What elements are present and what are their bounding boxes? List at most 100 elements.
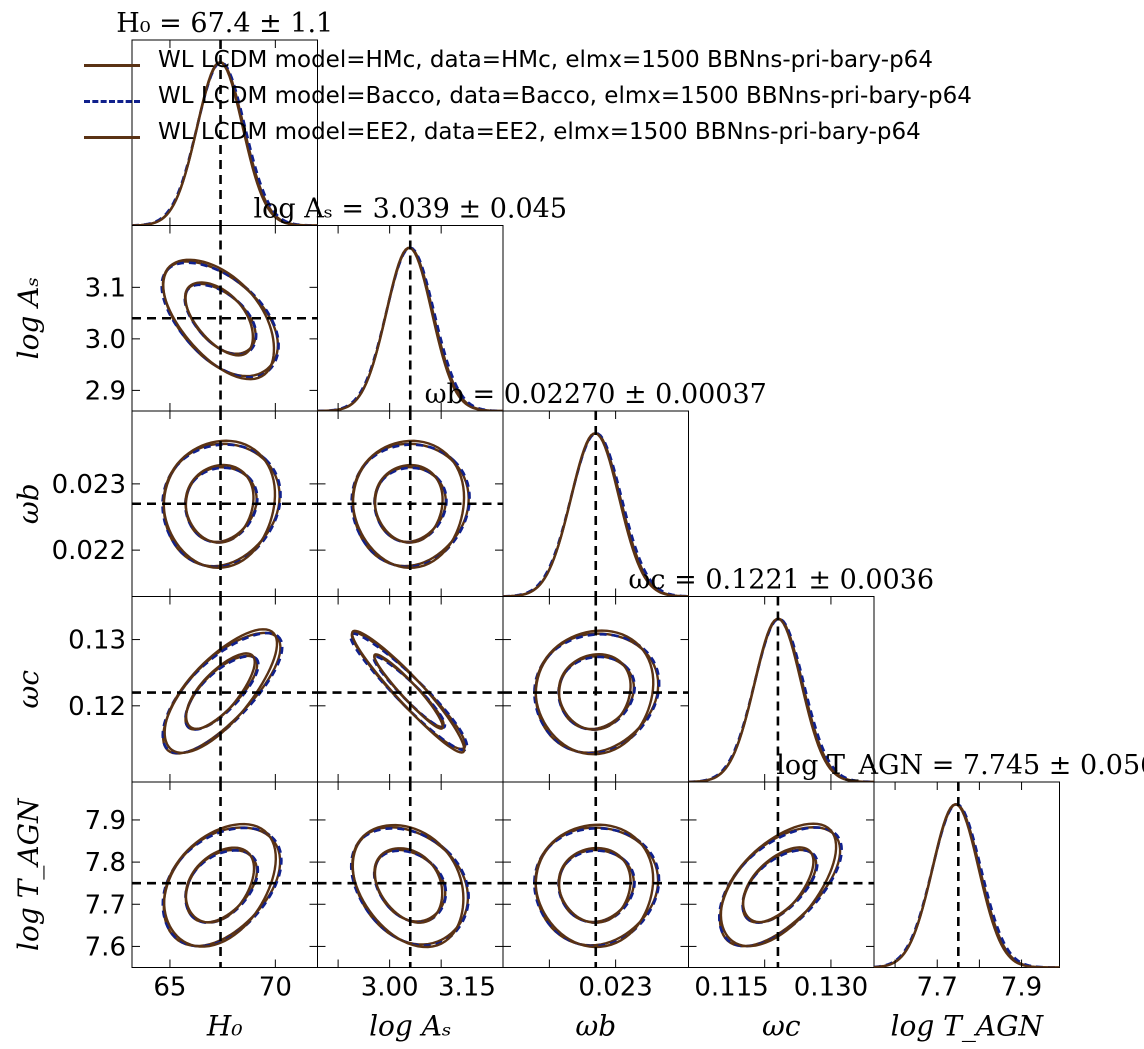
contour-68-series-1	[557, 655, 636, 731]
title-logTAGN: log T_AGN = 7.745 ± 0.056	[776, 750, 1144, 781]
contour-68-series-2	[373, 463, 444, 544]
legend-item-ee2: WL LCDM model=EE2, data=EE2, elmx=1500 B…	[84, 114, 972, 150]
marginal-curve-1	[688, 617, 874, 782]
y-tick-label-logTAGN: 7.7	[85, 890, 126, 920]
y-tick-label-omegab: 0.023	[52, 470, 126, 500]
marginal-curve-1	[874, 803, 1060, 968]
panel-omegab-logTAGN	[502, 781, 689, 968]
contour-95-series-2	[351, 823, 465, 949]
panel-logAs-logTAGN	[317, 781, 504, 968]
contour-68-series-2	[184, 846, 256, 924]
panel-omegab	[502, 410, 689, 597]
contour-95-series-1	[161, 443, 282, 569]
contour-95-series-1	[161, 631, 284, 755]
y-axis-label-logAs: log Aₛ	[12, 277, 45, 359]
legend-item-hmc: WL LCDM model=HMc, data=HMc, elmx=1500 B…	[84, 42, 972, 78]
x-tick-label-logAs: 3.15	[438, 973, 496, 1003]
contour-68-series-2	[373, 847, 444, 924]
y-tick-label-omegac: 0.13	[68, 626, 126, 656]
contour-68-series-2	[557, 846, 632, 924]
x-tick-label-H0: 70	[259, 973, 292, 1003]
x-axis-label-omegac: ωc	[762, 1010, 801, 1043]
marginal-curve-2	[874, 803, 1060, 968]
y-tick-label-logTAGN: 7.6	[85, 932, 126, 962]
x-tick-label-logTAGN: 7.9	[1001, 973, 1042, 1003]
contour-95-series-2	[163, 628, 279, 754]
contour-95-series-1	[160, 261, 280, 379]
x-tick-label-logAs: 3.00	[361, 973, 419, 1003]
contour-68-series-2	[557, 652, 632, 731]
panels-layer	[131, 39, 1060, 968]
contour-68-series-1	[184, 849, 260, 925]
contour-68-series-2	[741, 846, 815, 924]
panel-logAs-omegab	[317, 410, 504, 597]
contour-95-series-2	[350, 629, 466, 754]
contour-95-series-1	[349, 632, 469, 752]
panel-omegab-omegac	[502, 596, 689, 783]
legend-line-ee2	[84, 135, 140, 139]
x-axis-label-logAs: log Aₛ	[369, 1010, 451, 1043]
title-omegac: ωc = 0.1221 ± 0.0036	[628, 565, 934, 596]
y-axis-label-omegab: ωb	[12, 483, 45, 524]
contour-95-series-1	[349, 827, 470, 947]
legend-line-hmc	[84, 63, 140, 67]
contour-68-series-1	[557, 849, 636, 924]
contour-95-series-1	[350, 443, 471, 569]
x-tick-label-omegac: 0.130	[794, 973, 868, 1003]
contour-95-series-0	[350, 631, 467, 751]
x-axis-label-logTAGN: log T_AGN	[891, 1010, 1045, 1043]
y-tick-label-omegab: 0.022	[52, 536, 126, 566]
legend-item-bacco: WL LCDM model=Bacco, data=Bacco, elmx=15…	[84, 78, 972, 114]
panel-H0-logTAGN	[131, 781, 318, 968]
panel-H0-logAs	[131, 225, 318, 412]
contour-68-series-2	[373, 653, 444, 730]
legend-label-hmc: WL LCDM model=HMc, data=HMc, elmx=1500 B…	[158, 47, 933, 73]
contour-95-series-2	[162, 822, 278, 948]
title-logAs: log Aₛ = 3.039 ± 0.045	[253, 194, 567, 225]
x-tick-label-H0: 65	[153, 973, 186, 1003]
panel-frame	[688, 781, 875, 968]
contour-68-series-2	[184, 463, 255, 544]
contour-68-series-2	[183, 281, 255, 357]
panel-omegac	[688, 596, 875, 783]
contour-95-series-2	[351, 439, 466, 570]
contour-95-series-1	[533, 633, 661, 755]
marginal-curve-2	[132, 60, 318, 226]
panel-omegac-logTAGN	[688, 781, 875, 968]
contour-95-series-2	[161, 258, 276, 381]
title-omegab: ωb = 0.02270 ± 0.00037	[425, 379, 767, 410]
marginal-curve-1	[503, 431, 689, 597]
x-axis-label-omegab: ωb	[575, 1010, 616, 1043]
marginal-curve-2	[688, 617, 874, 782]
contour-95-series-1	[533, 827, 661, 948]
y-tick-label-logAs: 3.0	[85, 325, 126, 355]
legend-line-bacco	[84, 99, 140, 103]
panel-H0-omegab	[131, 410, 318, 597]
contour-95-series-2	[162, 439, 277, 570]
title-H0: H₀ = 67.4 ± 1.1	[116, 8, 333, 39]
panel-frame	[131, 596, 318, 783]
y-tick-label-omegac: 0.12	[68, 692, 126, 722]
contour-95-series-1	[717, 826, 844, 948]
contour-68-series-1	[741, 848, 819, 924]
panel-H0-omegac	[131, 596, 318, 783]
contour-95-series-2	[534, 823, 655, 949]
legend-label-bacco: WL LCDM model=Bacco, data=Bacco, elmx=15…	[158, 83, 972, 109]
y-tick-label-logAs: 2.9	[85, 376, 126, 406]
contour-68-series-1	[373, 466, 448, 544]
panel-logAs-omegac	[317, 596, 504, 783]
x-tick-label-logTAGN: 7.7	[917, 973, 958, 1003]
y-tick-label-logTAGN: 7.8	[85, 848, 126, 878]
contour-95-series-0	[162, 826, 282, 948]
titles-layer: H₀ = 67.4 ± 1.1 log Aₛ = 3.039 ± 0.045 ωb …	[116, 8, 1144, 781]
panel-frame	[873, 781, 1060, 968]
y-tick-label-logTAGN: 7.9	[85, 806, 126, 836]
contour-68-series-2	[184, 652, 256, 730]
legend-label-ee2: WL LCDM model=EE2, data=EE2, elmx=1500 B…	[158, 119, 921, 145]
contour-68-series-1	[184, 654, 260, 731]
legend: WL LCDM model=HMc, data=HMc, elmx=1500 B…	[84, 42, 972, 150]
contour-68-series-1	[183, 466, 259, 544]
y-tick-label-logAs: 3.1	[85, 273, 126, 303]
